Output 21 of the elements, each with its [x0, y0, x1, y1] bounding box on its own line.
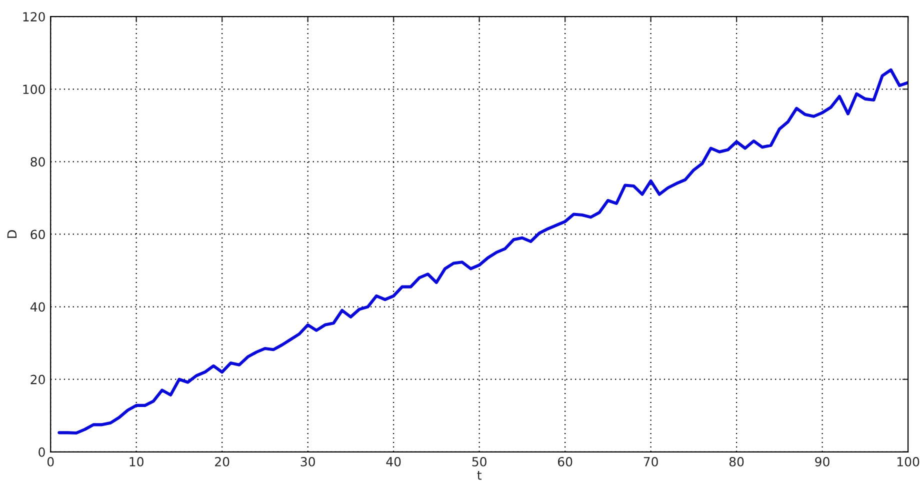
y-tick-label: 20 — [30, 374, 45, 384]
x-tick-label: 40 — [386, 456, 401, 466]
y-tick-label: 0 — [38, 447, 45, 457]
x-tick-label: 30 — [300, 456, 315, 466]
x-tick-label: 0 — [47, 456, 54, 466]
x-tick-label: 70 — [644, 456, 658, 466]
x-tick-label: 60 — [558, 456, 572, 466]
line-series — [58, 68, 908, 435]
x-tick-label: 90 — [815, 456, 830, 466]
y-tick-label: 120 — [23, 12, 45, 22]
x-tick-label: 50 — [472, 456, 486, 466]
y-tick-label: 80 — [30, 157, 45, 167]
x-tick-label: 10 — [130, 456, 144, 466]
y-tick-label: 40 — [30, 302, 45, 312]
x-tick-label: 20 — [215, 456, 230, 466]
y-axis-title: D — [7, 230, 16, 238]
y-tick-label: 60 — [30, 230, 45, 240]
x-tick-label: 100 — [897, 456, 920, 466]
x-tick-label: 80 — [729, 456, 744, 466]
y-tick-label: 100 — [23, 84, 45, 94]
x-axis-title: t — [477, 470, 482, 480]
